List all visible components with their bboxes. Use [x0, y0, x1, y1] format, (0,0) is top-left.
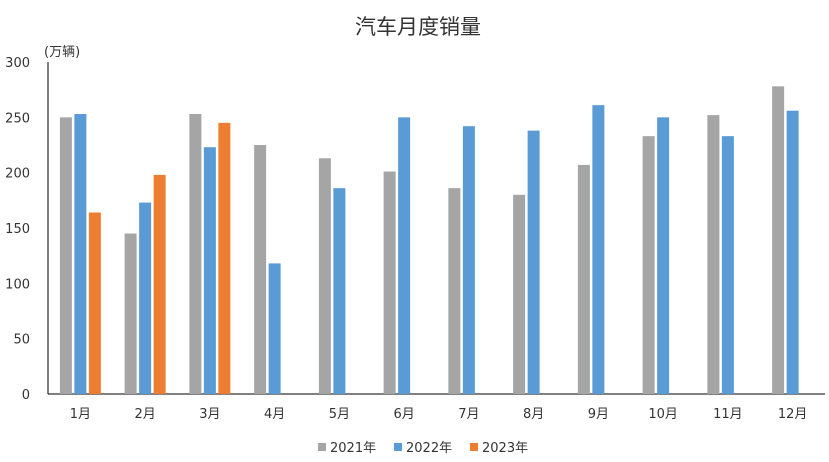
legend-label: 2022年 — [406, 441, 452, 456]
bar-2023年-3月 — [218, 122, 231, 394]
bar-2022年-8月 — [527, 130, 540, 394]
x-tick-label: 2月 — [134, 407, 155, 422]
x-tick-label: 5月 — [329, 407, 350, 422]
chart-title: 汽车月度销量 — [355, 15, 481, 39]
bar-2021年-6月 — [383, 171, 396, 394]
bar-2021年-12月 — [772, 86, 785, 394]
bar-2022年-5月 — [333, 188, 346, 394]
bar-2021年-1月 — [59, 117, 72, 394]
bar-2021年-4月 — [254, 145, 267, 394]
y-tick-label: 0 — [22, 388, 30, 403]
bar-2022年-3月 — [203, 147, 216, 394]
bar-2022年-6月 — [398, 117, 411, 394]
bar-2022年-7月 — [462, 126, 475, 394]
bar-2021年-10月 — [642, 136, 655, 394]
bar-2022年-11月 — [721, 136, 734, 394]
y-axis-label: (万辆) — [44, 45, 80, 60]
x-tick-label: 4月 — [264, 407, 285, 422]
bar-2023年-1月 — [88, 212, 101, 394]
bar-2021年-2月 — [124, 233, 137, 394]
bar-2021年-11月 — [707, 115, 720, 395]
bar-2022年-12月 — [786, 110, 799, 395]
x-tick-label: 8月 — [523, 407, 544, 422]
x-tick-label: 6月 — [393, 407, 414, 422]
legend: 2021年 2022年 2023年 — [318, 441, 528, 456]
y-tick-label: 100 — [5, 277, 30, 292]
y-tick-label: 50 — [13, 333, 30, 348]
x-tick-label: 7月 — [458, 407, 479, 422]
x-tick-label: 1月 — [70, 407, 91, 422]
legend-swatch — [470, 443, 478, 451]
bar-2022年-1月 — [74, 114, 87, 394]
y-tick-label: 150 — [5, 222, 30, 237]
bar-2022年-4月 — [268, 263, 281, 394]
x-tick-label: 9月 — [588, 407, 609, 422]
y-tick-label: 250 — [5, 111, 30, 126]
bar-2022年-10月 — [657, 117, 670, 394]
x-tick-label: 12月 — [778, 407, 808, 422]
y-tick-label: 300 — [5, 56, 30, 71]
bar-2021年-7月 — [448, 188, 461, 394]
bar-2022年-2月 — [139, 202, 152, 394]
bar-2021年-5月 — [318, 158, 331, 394]
bars — [59, 86, 799, 395]
bar-2021年-3月 — [189, 114, 202, 394]
legend-label: 2021年 — [330, 441, 376, 456]
legend-swatch — [318, 443, 326, 451]
legend-label: 2023年 — [482, 441, 528, 456]
x-tick-label: 10月 — [648, 407, 678, 422]
legend-swatch — [394, 443, 402, 451]
bar-2022年-9月 — [592, 105, 605, 394]
bar-2021年-9月 — [577, 164, 590, 394]
bar-2023年-2月 — [153, 174, 166, 394]
x-tick-label: 3月 — [199, 407, 220, 422]
x-tick-label: 11月 — [713, 407, 743, 422]
y-tick-label: 200 — [5, 167, 30, 182]
axes: 0 50 100 150 200 250 300 1月 2月 3月 4月 5月 6月 7月 8月 9月 10月 1… — [5, 56, 825, 422]
bar-2021年-8月 — [513, 194, 526, 394]
